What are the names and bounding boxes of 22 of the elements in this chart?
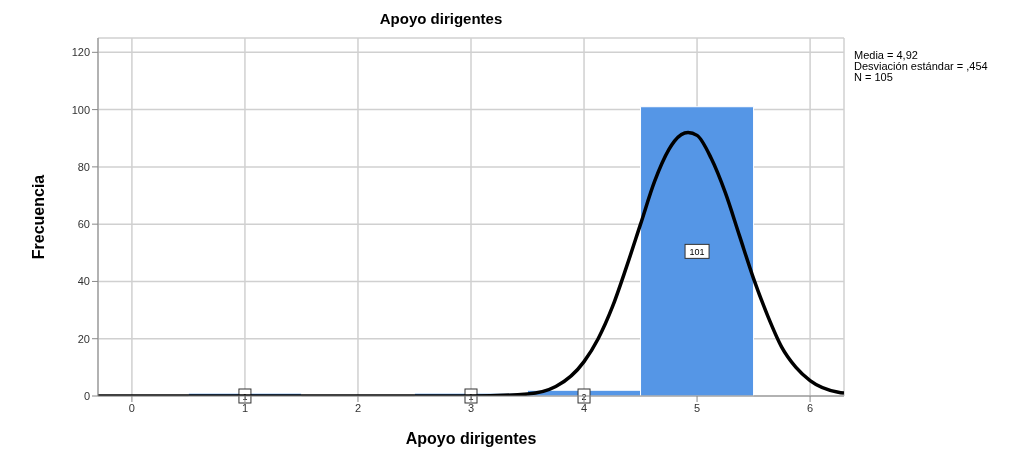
- y-axis-title: Frecuencia: [29, 174, 47, 260]
- x-tick-label: 4: [580, 401, 588, 414]
- y-tick-label: 20: [77, 332, 90, 345]
- x-tick-label: 0: [128, 401, 135, 414]
- y-tick-label: 120: [71, 46, 90, 59]
- data-label: 101: [689, 247, 705, 258]
- x-tick-label: 1: [241, 401, 248, 414]
- y-tick-label: 40: [77, 275, 90, 288]
- x-tick-label: 5: [694, 401, 701, 414]
- text: Desviación estándar = ,454: [854, 60, 988, 72]
- y-tick-label: 100: [71, 103, 90, 116]
- chart-title: Apoyo dirigentes: [378, 10, 504, 27]
- x-axis-title: Apoyo dirigentes: [405, 430, 537, 447]
- text: N = 105: [854, 71, 894, 83]
- y-tick-label: 0: [83, 389, 90, 402]
- x-tick-label: 3: [467, 401, 475, 414]
- x-tick-label: 2: [354, 401, 362, 414]
- x-tick-label: 6: [807, 401, 814, 414]
- y-tick-label: 60: [77, 218, 90, 231]
- text: Media = 4,92: [854, 49, 919, 61]
- data-label: 2: [581, 392, 587, 402]
- y-tick-label: 80: [77, 160, 90, 173]
